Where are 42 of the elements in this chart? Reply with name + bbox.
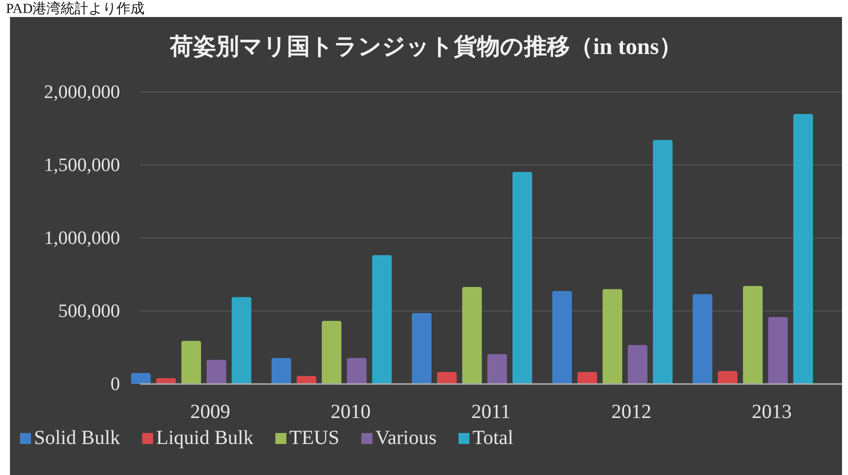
bar <box>487 354 507 384</box>
bar <box>346 358 367 384</box>
x-tick-label: 2012 <box>611 401 652 423</box>
y-tick-label: 2,000,000 <box>44 82 120 103</box>
bar <box>512 172 532 384</box>
bar <box>602 289 622 384</box>
bar <box>372 255 392 384</box>
bar <box>462 287 482 384</box>
legend-label: Various <box>375 427 437 449</box>
bar <box>181 340 202 384</box>
bar <box>206 360 226 384</box>
bar <box>718 371 738 384</box>
y-tick-label: 0 <box>110 374 120 395</box>
x-tick-label: 2013 <box>752 401 792 423</box>
bar <box>437 372 457 384</box>
bar <box>131 373 151 384</box>
legend-label: Liquid Bulk <box>156 427 254 449</box>
text: PAD港湾統計より作成 <box>6 1 145 17</box>
legend-label: Total <box>472 427 514 449</box>
bar <box>793 114 813 384</box>
bar <box>322 320 342 384</box>
bar <box>232 297 252 384</box>
bar <box>628 345 648 384</box>
x-tick-label: 2010 <box>330 401 371 423</box>
bar <box>652 140 673 384</box>
bar <box>742 286 763 384</box>
bar <box>577 372 598 384</box>
chart-title: 荷姿別マリ国トランジット貨物の推移（in tons） <box>169 34 682 59</box>
legend-label: TEUS <box>289 427 340 449</box>
bar <box>412 313 432 384</box>
x-tick-label: 2011 <box>471 401 511 423</box>
bar <box>552 291 572 384</box>
bar <box>768 316 788 384</box>
bar <box>296 376 316 384</box>
y-tick-label: 1,000,000 <box>44 228 120 249</box>
legend-label: Solid Bulk <box>34 427 120 449</box>
bar <box>271 358 292 384</box>
x-tick-label: 2009 <box>190 401 230 423</box>
bar <box>156 378 176 384</box>
y-tick-label: 1,500,000 <box>44 155 120 176</box>
bar <box>692 294 712 384</box>
y-tick-label: 500,000 <box>58 301 120 322</box>
